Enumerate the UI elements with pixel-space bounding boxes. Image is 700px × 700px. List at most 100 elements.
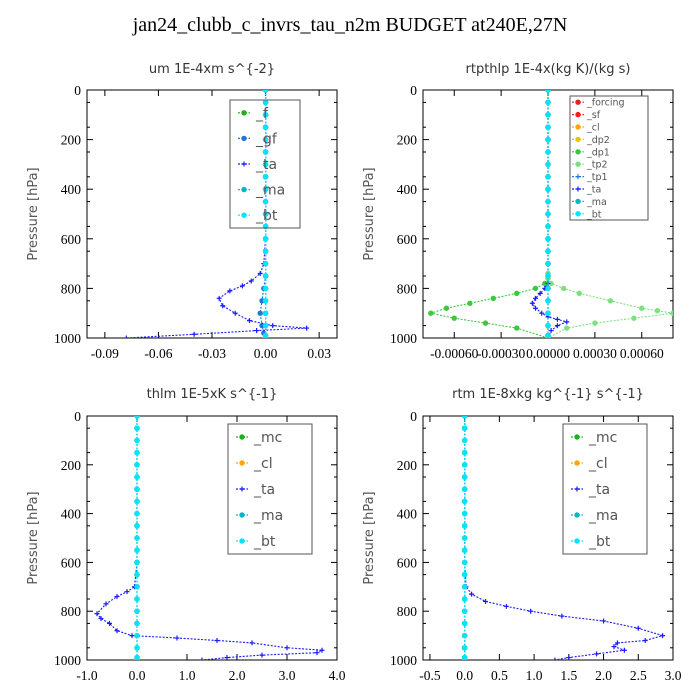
legend-box [227, 423, 313, 555]
data-point [94, 611, 100, 617]
legend-label: _ta [255, 157, 277, 173]
data-point [576, 290, 582, 297]
data-point [461, 498, 468, 505]
data-point [227, 288, 233, 294]
plot-frame [86, 415, 338, 661]
data-point [134, 632, 140, 639]
data-point [545, 298, 551, 304]
data-point [262, 298, 269, 304]
y-tick-label: 200 [397, 458, 418, 473]
data-point [134, 449, 140, 456]
data-point [107, 620, 112, 626]
data-point [129, 633, 135, 639]
data-point [545, 260, 551, 267]
data-point [642, 637, 648, 643]
data-point [483, 598, 488, 604]
data-point [461, 608, 468, 614]
data-point [239, 486, 245, 492]
data-point [134, 474, 140, 480]
x-tick-label: 0.03 [307, 346, 331, 361]
data-point [574, 512, 580, 518]
y-tick-label: 200 [61, 133, 82, 148]
chart-panel-1: um 1E-4xm s^{-2} Pressure [hPa] 0 200 400 600… [26, 62, 338, 361]
x-tick-label: 1.5 [560, 668, 577, 683]
x-tick-label: 3.0 [665, 668, 682, 683]
data-point [314, 650, 320, 656]
data-point [592, 320, 598, 326]
data-point [241, 135, 247, 142]
panel-title: rtpthlp 1E-4x(kg K)/(kg s) [466, 62, 631, 77]
data-point [98, 616, 104, 622]
y-axis-label: Pressure [hPa] [362, 491, 377, 584]
data-point [262, 149, 269, 155]
data-point [216, 295, 222, 301]
data-point [574, 460, 580, 466]
figure-title: jan24_clubb_c_invrs_tau_n2m BUDGET at240… [132, 14, 568, 36]
data-point [262, 310, 269, 316]
legend-box [562, 423, 648, 555]
x-tick-label: 2.5 [630, 668, 647, 683]
data-point [134, 559, 140, 566]
data-point [545, 273, 551, 279]
y-tick-label: 600 [397, 232, 418, 247]
legend-label: _ta [253, 482, 275, 498]
x-tick-label: -0.5 [419, 668, 441, 683]
data-point [552, 657, 558, 660]
data-point [461, 462, 468, 468]
legend-label: _bt [253, 534, 276, 550]
data-point [514, 325, 520, 331]
data-point [214, 637, 220, 643]
data-point [134, 596, 140, 602]
data-point [533, 305, 538, 311]
data-point [241, 186, 247, 193]
chart-panel-2: rtpthlp 1E-4x(kg K)/(kg s) Pressure [hPa]… [362, 62, 674, 361]
data-point [461, 425, 468, 431]
data-point [262, 211, 269, 217]
data-point [545, 99, 551, 106]
data-point [611, 644, 617, 650]
data-point [461, 571, 468, 578]
data-point [114, 628, 120, 634]
series-markers-bt [134, 416, 140, 660]
data-point [548, 328, 554, 334]
data-point [220, 303, 226, 309]
data-point [545, 223, 551, 230]
series-line-ta [126, 90, 307, 338]
chart-panel-3: thlm 1E-5xK s^{-1} Pressure [hPa] 0 200 400 6… [26, 387, 346, 683]
data-point [134, 510, 140, 517]
data-point [134, 620, 140, 627]
data-point [461, 510, 468, 517]
data-point [262, 161, 269, 168]
legend-label: _ma [588, 508, 618, 524]
x-tick-label: 1.0 [179, 668, 196, 683]
legend-label: _bt [588, 534, 611, 550]
data-point [564, 325, 570, 331]
data-point [103, 601, 109, 607]
series-markers-ta [123, 90, 310, 338]
data-point [621, 647, 627, 653]
y-tick-label: 800 [61, 604, 82, 619]
x-tick-label: 0.0 [456, 668, 473, 683]
series-group [461, 416, 666, 660]
y-tick-label: 400 [397, 182, 418, 197]
y-tick-label: 1000 [54, 653, 81, 668]
y-tick-label: 400 [61, 182, 82, 197]
y-tick-label: 800 [397, 604, 418, 619]
chart-panel-4: rtm 1E-8xkg kg^{-1} s^{-1} Pressure [hPa]… [362, 387, 682, 683]
y-tick-label: 1000 [390, 653, 417, 668]
series-group [94, 416, 325, 660]
series-markers-ta [94, 416, 325, 660]
data-point [262, 186, 269, 192]
data-point [134, 498, 140, 505]
data-point [461, 559, 468, 566]
x-tick-label: 3.0 [279, 668, 296, 683]
x-tick-label: 0.5 [491, 668, 508, 683]
data-point [428, 310, 434, 316]
data-point [134, 645, 140, 651]
y-tick-label: 400 [397, 507, 418, 522]
data-point [575, 136, 581, 143]
data-point [134, 584, 140, 590]
y-tick-label: 600 [61, 232, 82, 247]
legend-box [229, 99, 301, 229]
